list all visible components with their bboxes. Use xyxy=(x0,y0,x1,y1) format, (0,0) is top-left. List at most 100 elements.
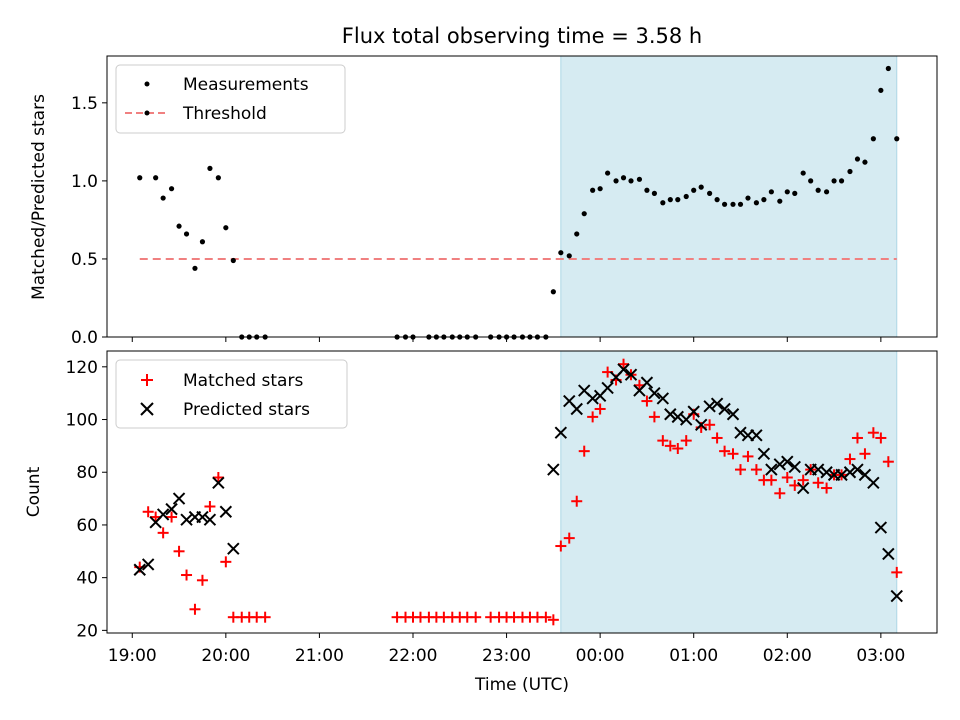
measurements-point xyxy=(207,165,213,171)
y-tick-label: 100 xyxy=(66,411,98,431)
count-legend-box xyxy=(115,359,348,429)
predicted-stars-point xyxy=(882,547,895,561)
matched-stars-point xyxy=(587,411,599,423)
measurements-point xyxy=(636,176,643,182)
chart-title: Flux total observing time = 3.58 h xyxy=(342,24,702,48)
y-tick-label: 0.0 xyxy=(71,328,98,348)
predicted-stars-point xyxy=(664,408,677,421)
count-panel: 20 40 60 80 100 120 19:00 20:00 21:00 22:00 23:00 0… xyxy=(24,350,938,695)
predicted-stars-point xyxy=(640,376,654,389)
predicted-stars-point xyxy=(867,476,880,489)
matched-stars-point xyxy=(618,358,630,370)
predicted-stars-point xyxy=(765,463,778,476)
measurements-point xyxy=(707,190,713,196)
matched-stars-point xyxy=(851,432,863,444)
measurements-point xyxy=(730,201,736,207)
measurements-point xyxy=(566,253,572,259)
measurements-point xyxy=(838,178,845,184)
matched-stars-point xyxy=(774,487,786,499)
predicted-stars-point xyxy=(617,363,630,376)
matched-stars-point xyxy=(555,540,567,552)
x-tick-label: 02:00 xyxy=(763,646,812,666)
measurements-point xyxy=(753,200,760,206)
measurements-point xyxy=(597,186,603,192)
y-tick-label: 60 xyxy=(76,516,98,536)
matched-stars-point xyxy=(142,506,154,518)
legend-predicted-label: Predicted stars xyxy=(183,400,310,420)
measurements-point xyxy=(808,178,814,184)
measurements-point xyxy=(176,223,182,229)
predicted-stars-point xyxy=(648,386,661,400)
x-tick-label: 19:00 xyxy=(108,646,157,666)
matched-stars-point xyxy=(657,435,669,447)
predicted-stars-point xyxy=(835,468,848,482)
observing-window-shade xyxy=(560,55,898,338)
predicted-stars-point xyxy=(196,510,209,524)
matched-stars-point xyxy=(742,450,754,462)
predicted-stars-point xyxy=(656,392,670,405)
matched-stars-point xyxy=(859,448,871,460)
measurements-point xyxy=(854,156,861,162)
measurements-point xyxy=(878,87,884,93)
x-tick-label: 00:00 xyxy=(576,646,625,666)
matched-stars-point xyxy=(891,566,903,578)
matched-stars-point xyxy=(797,474,809,486)
predicted-stars-point xyxy=(874,521,888,534)
matched-stars-point xyxy=(789,479,801,491)
measurements-point xyxy=(590,187,596,193)
matched-stars-point xyxy=(189,603,201,615)
y-tick-label: 0.5 xyxy=(71,250,98,270)
ratio-legend-box xyxy=(115,64,346,134)
matched-stars-point xyxy=(220,556,232,568)
measurements-point xyxy=(815,187,821,193)
predicted-stars-point xyxy=(180,513,193,526)
x-tick-label: 22:00 xyxy=(388,646,437,666)
predicted-stars-point xyxy=(554,426,568,439)
ratio-panel: 0.0 0.5 1.0 1.5 Flux total observing time =… xyxy=(29,24,938,348)
measurements-point xyxy=(691,187,697,193)
matched-stars-point xyxy=(719,445,731,457)
y-tick-label: 40 xyxy=(76,569,98,589)
matched-stars-point xyxy=(157,527,169,539)
predicted-stars-point xyxy=(165,502,178,516)
predicted-stars-point xyxy=(570,402,583,416)
legend-measurements-label: Measurements xyxy=(183,75,309,95)
matched-stars-point xyxy=(844,453,856,465)
matched-stars-point xyxy=(875,432,887,444)
measurements-point xyxy=(168,186,175,192)
matched-stars-point xyxy=(711,432,723,444)
matched-stars-point xyxy=(734,464,746,476)
measurements-point xyxy=(792,190,798,196)
matched-stars-point xyxy=(181,569,193,581)
measurements-point xyxy=(870,136,876,142)
legend-threshold-marker xyxy=(144,110,150,116)
matched-stars-point xyxy=(196,574,208,586)
predicted-stars-point xyxy=(796,481,810,495)
measurements-point xyxy=(183,231,190,237)
measurements-point xyxy=(558,250,564,256)
predicted-stars-point xyxy=(890,589,903,603)
y-tick-label: 80 xyxy=(76,463,98,483)
predicted-stars-point xyxy=(734,426,747,439)
predicted-stars-point xyxy=(227,542,240,555)
legend-matched-marker xyxy=(141,374,153,386)
predicted-stars-point xyxy=(172,492,186,505)
ratio-legend: Measurements Threshold xyxy=(115,64,346,134)
predicted-stars-point xyxy=(212,476,225,489)
matched-stars-point xyxy=(781,472,793,484)
measurements-point xyxy=(862,159,868,165)
matched-stars-point xyxy=(173,545,185,557)
matched-stars-point xyxy=(812,477,824,489)
matched-stars-point xyxy=(765,474,777,486)
predicted-stars-point xyxy=(811,463,825,476)
ratio-panel-frame xyxy=(106,55,938,338)
matched-stars-point xyxy=(547,614,559,626)
x-tick-label: 01:00 xyxy=(669,646,718,666)
measurements-point xyxy=(683,193,689,200)
count-legend: Matched stars Predicted stars xyxy=(115,359,348,429)
measurements-point xyxy=(831,178,837,184)
ratio-y-axis-label: Matched/Predicted stars xyxy=(29,94,49,300)
measurements-point xyxy=(745,195,751,201)
predicted-stars-point xyxy=(820,466,833,479)
x-axis-label: Time (UTC) xyxy=(474,675,569,695)
